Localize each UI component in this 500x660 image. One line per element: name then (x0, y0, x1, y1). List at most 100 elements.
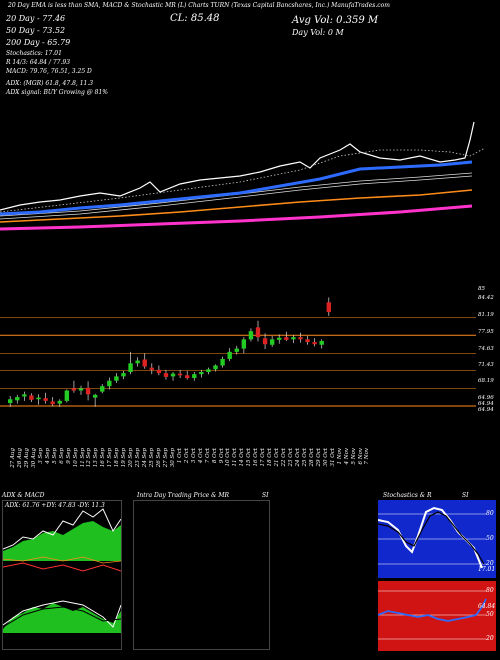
ma-blue-line (0, 160, 473, 216)
date-label: 28 Oct (308, 448, 315, 467)
date-label: 23 Oct (288, 448, 294, 467)
ma50-label: 50 Day - 73.52 (6, 26, 66, 35)
price-label: 71.43 (478, 362, 494, 368)
r-line (378, 598, 487, 622)
date-label: 7 Nov (364, 448, 371, 465)
date-label: 25 Sep (149, 448, 155, 468)
date-label: 3 Sep (37, 448, 44, 464)
date-label: 5 Sep (51, 448, 58, 464)
avg-vol-label: Avg Vol: 0.359 M (292, 15, 379, 26)
candle-body (206, 369, 211, 373)
stochastics-panel: 80 50 20 17.01 (378, 500, 496, 578)
candle-body (8, 399, 13, 404)
stoch-panel-si: SI (462, 492, 469, 499)
candle-body (326, 302, 331, 313)
candle-body (128, 363, 133, 373)
candle-body (29, 395, 34, 400)
date-label: 8 Oct (211, 448, 218, 464)
candle-body (50, 401, 55, 405)
adx-orange-line (3, 556, 121, 564)
stoch-panel-title: Stochastics & R (383, 492, 432, 499)
intra-panel-title: Intra Day Trading Price & MR (137, 492, 230, 499)
price-label: 68.19 (478, 378, 494, 384)
price-white-line (0, 121, 475, 211)
ma-magenta-line (0, 204, 473, 231)
candle-body (312, 342, 317, 345)
stoch-level-50: 50 (486, 535, 494, 542)
candle-body (107, 380, 112, 387)
candle-body (305, 339, 310, 343)
candle-body (284, 337, 289, 340)
date-label: 27 Sep (162, 448, 169, 468)
date-label: 10 Sep (72, 448, 79, 468)
adx-label: ADX: (MGR) 61.8, 47.8, 11.3 (6, 80, 94, 87)
date-label: 6 Sep (58, 448, 65, 464)
date-label: 4 Sep (44, 448, 51, 464)
date-label: 11 Sep (79, 448, 86, 468)
stoch-d-line (378, 511, 485, 565)
date-label: 17 Sep (107, 448, 114, 468)
candle-body (64, 390, 70, 401)
candle-body (220, 358, 225, 366)
adx-white-line (3, 508, 121, 550)
date-label: 28 Aug (16, 448, 23, 468)
stoch-level-80: 80 (486, 510, 494, 517)
macd-label: MACD: 79.76, 76.51, 3.25 D (6, 68, 92, 75)
ma-white-line-2 (0, 172, 473, 217)
ma200-label: 200 Day - 65.79 (6, 38, 71, 47)
date-label: 24 Sep (142, 448, 149, 468)
date-label: 16 Sep (100, 448, 107, 468)
macd-green-area (3, 603, 121, 633)
date-label: 18 Sep (114, 448, 121, 468)
candle-body (262, 338, 268, 345)
adx-green-area (3, 521, 121, 561)
candle-body (71, 388, 77, 391)
price-label: 85 (478, 286, 485, 292)
candle-body (85, 387, 91, 395)
candle-body (121, 373, 126, 377)
date-label: 23 Sep (135, 448, 142, 468)
date-label: 13 Sep (93, 448, 100, 468)
close-label: CL: 85.48 (170, 13, 220, 24)
r-value: 64.84 (478, 603, 496, 610)
price-label: 74.63 (478, 346, 494, 352)
candle-body (114, 376, 119, 381)
stoch-value: 17.01 (478, 566, 496, 573)
header-line1: 20 Day EMA is less than SMA, MACD & Stoc… (8, 2, 390, 9)
r-level-80: 80 (486, 587, 494, 594)
adx-values-text: ADX: 61.76 +DY: 47.83 -DY: 11.3 (5, 502, 105, 509)
candle-body (298, 337, 303, 340)
date-label: 5 Nov (350, 448, 357, 465)
candle-body (319, 340, 324, 345)
date-label: 15 Oct (246, 448, 253, 467)
date-label: 10 Oct (225, 448, 232, 467)
r-level-20: 20 (486, 635, 494, 642)
candle-body (199, 372, 204, 375)
candle-body (227, 351, 232, 359)
date-label: 1 Oct (176, 448, 183, 464)
date-label: 29 Aug (23, 448, 30, 468)
date-label: 30 Oct (322, 448, 329, 467)
candle-body (277, 337, 282, 340)
candle-body (57, 400, 62, 404)
candle-body (100, 386, 105, 392)
r-panel: 80 50 20 64.84 (378, 581, 496, 651)
stoch-level-20: 20 (486, 560, 494, 567)
adx-macd-panel: ADX: 61.76 +DY: 47.83 -DY: 11.3 (2, 500, 122, 650)
price-label: 64.96 (478, 395, 494, 401)
date-label: 26 Sep (155, 448, 162, 468)
ma20-label: 20 Day - 77.46 (6, 14, 66, 23)
date-label: 27 Aug (10, 448, 16, 468)
candle-body (43, 398, 48, 401)
candle-body (213, 365, 218, 370)
adx-panel-title: ADX & MACD (2, 492, 45, 499)
date-label: 19 Sep (121, 448, 128, 468)
candle-body (248, 331, 254, 340)
date-label: 1 Nov (336, 448, 343, 465)
date-label: 14 Oct (239, 448, 246, 467)
candle-body (78, 388, 84, 391)
ma-overview-chart (0, 121, 486, 231)
stochastics-label: Stochastics: 17.01 (6, 50, 62, 57)
candle-body (177, 373, 183, 376)
candle-body (255, 327, 261, 338)
